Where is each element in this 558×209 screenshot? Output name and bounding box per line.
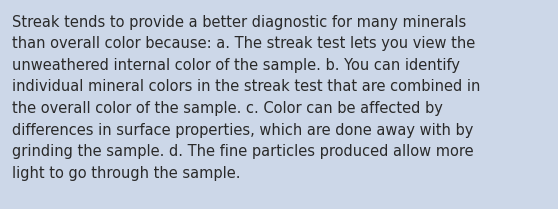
Text: Streak tends to provide a better diagnostic for many minerals
than overall color: Streak tends to provide a better diagnos… [12, 15, 480, 181]
